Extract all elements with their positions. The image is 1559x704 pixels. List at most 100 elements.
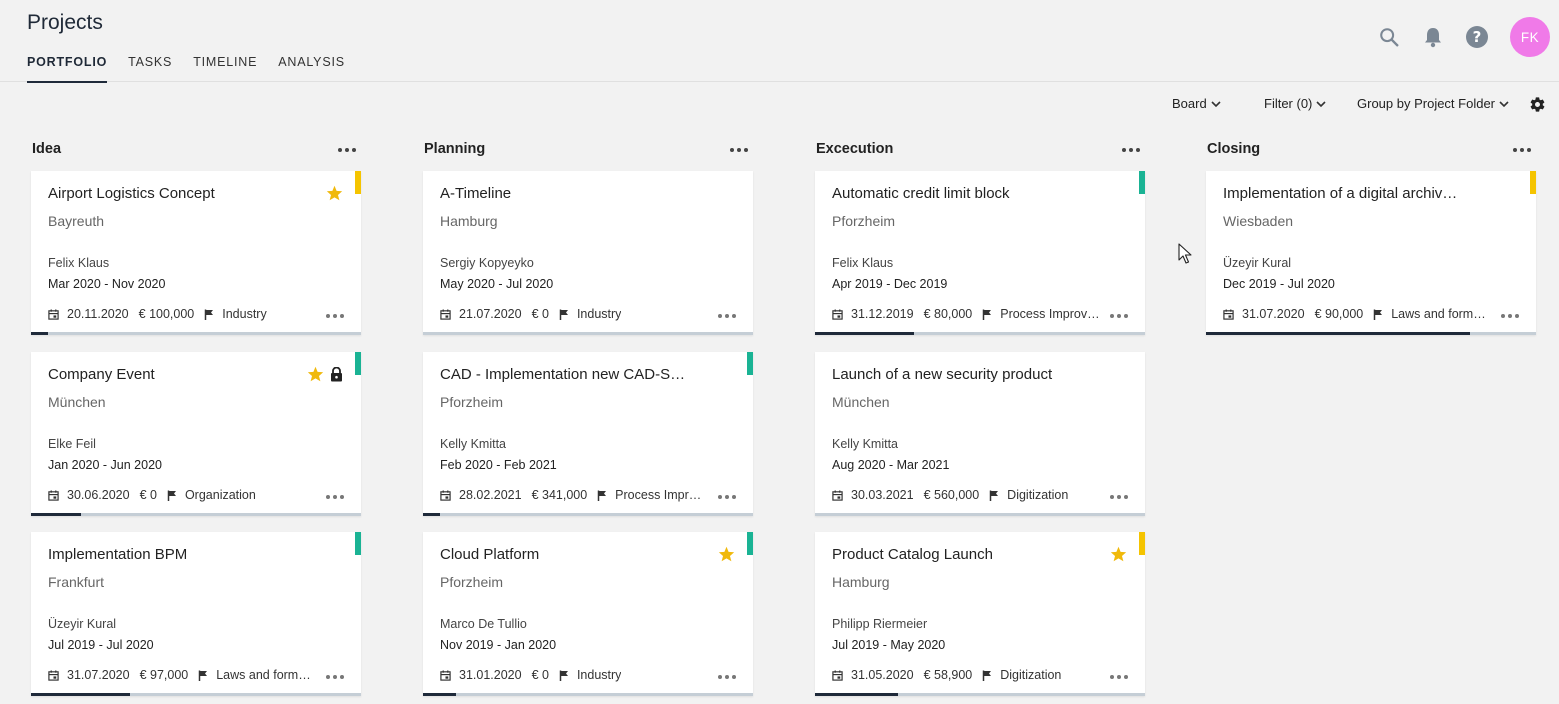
star-icon[interactable] [307, 366, 324, 387]
tab-tasks[interactable]: TASKS [128, 55, 173, 69]
more-icon[interactable] [323, 309, 347, 323]
category-label: Industry [222, 307, 267, 321]
due-date: 20.11.2020 [48, 307, 129, 321]
chevron-down-icon [1316, 96, 1326, 111]
progress-fill [31, 693, 130, 696]
budget-value: € 0 [139, 488, 157, 502]
budget-value: € 341,000 [531, 488, 588, 502]
card-period: Jan 2020 - Jun 2020 [48, 458, 162, 472]
more-icon[interactable] [1107, 490, 1131, 504]
flag-icon [559, 309, 573, 320]
card-manager: Sergiy Kopyeyko [440, 256, 534, 270]
card-meta: 31.01.2020 € 0 Industry [440, 668, 720, 682]
card-location: Bayreuth [48, 213, 105, 229]
project-card[interactable]: Company Event München Elke Feil Jan 2020 - … [31, 352, 361, 516]
column-header: Closing [1206, 138, 1536, 162]
project-card[interactable]: Automatic credit limit block Pforzheim Fel… [815, 171, 1145, 335]
card-meta: 31.12.2019 € 80,000 Process Improv… [832, 307, 1112, 321]
due-date: 31.07.2020 [1223, 307, 1305, 321]
card-title: Cloud Platform [440, 546, 540, 563]
more-icon[interactable] [715, 670, 739, 684]
category-tag: Digitization [982, 668, 1061, 682]
card-period: Jul 2019 - Jul 2020 [48, 638, 154, 652]
category-tag: Laws and form… [1373, 307, 1486, 321]
more-icon[interactable] [1498, 309, 1522, 323]
project-card[interactable]: A-Timeline Hamburg Sergiy Kopyeyko May 2020… [423, 171, 753, 335]
view-dropdown[interactable]: Board [1172, 96, 1221, 111]
more-icon[interactable] [715, 309, 739, 323]
more-icon[interactable] [1119, 140, 1143, 160]
svg-text:?: ? [1473, 28, 1482, 46]
project-card[interactable]: Product Catalog Launch Hamburg Philipp Rie… [815, 532, 1145, 696]
card-location: München [832, 394, 890, 410]
project-card[interactable]: Airport Logistics Concept Bayreuth Felix K… [31, 171, 361, 335]
star-icon[interactable] [326, 185, 343, 206]
category-tag: Process Improv… [982, 307, 1100, 321]
gear-icon[interactable] [1529, 96, 1546, 113]
more-icon[interactable] [335, 140, 359, 160]
card-manager: Elke Feil [48, 437, 96, 451]
more-icon[interactable] [323, 490, 347, 504]
bell-icon[interactable] [1413, 17, 1453, 57]
calendar-icon [832, 669, 847, 681]
filter-dropdown[interactable]: Filter (0) [1264, 96, 1326, 111]
budget-value: € 90,000 [1314, 307, 1364, 321]
project-card[interactable]: Launch of a new security product München K… [815, 352, 1145, 516]
help-icon[interactable]: ? [1457, 17, 1497, 57]
tab-timeline[interactable]: TIMELINE [193, 55, 258, 69]
category-label: Industry [576, 668, 622, 682]
view-label: Board [1172, 96, 1207, 111]
project-card[interactable]: CAD - Implementation new CAD-S… Pforzheim… [423, 352, 753, 516]
column-title: Excecution [816, 141, 894, 157]
due-date: 31.12.2019 [832, 307, 914, 321]
status-flag [355, 171, 361, 194]
card-period: Apr 2019 - Dec 2019 [832, 277, 948, 291]
flag-icon [167, 490, 181, 501]
search-icon[interactable] [1369, 17, 1409, 57]
project-card[interactable]: Implementation of a digital archiv… Wiesb… [1206, 171, 1536, 335]
flag-icon [204, 309, 218, 320]
due-date: 28.02.2021 [440, 488, 522, 502]
progress-bar [815, 332, 1145, 335]
column-title: Planning [424, 141, 486, 157]
category-tag: Process Impr… [597, 488, 701, 502]
card-title: A-Timeline [440, 185, 512, 202]
more-icon[interactable] [727, 140, 751, 160]
due-date-value: 31.01.2020 [459, 668, 522, 682]
progress-bar [31, 693, 361, 696]
category-label: Digitization [1000, 668, 1062, 682]
card-title: Airport Logistics Concept [48, 185, 215, 202]
card-period: Jul 2019 - May 2020 [832, 638, 946, 652]
status-flag [1139, 532, 1145, 555]
page-title: Projects [27, 11, 103, 34]
tab-portfolio[interactable]: PORTFOLIO [27, 54, 108, 83]
category-label: Digitization [1007, 488, 1069, 502]
tab-analysis[interactable]: ANALYSIS [278, 55, 345, 69]
more-icon[interactable] [715, 490, 739, 504]
star-icon[interactable] [718, 546, 735, 567]
card-meta: 31.07.2020 € 90,000 Laws and form… [1223, 307, 1503, 321]
calendar-icon [48, 489, 63, 501]
column-title: Idea [32, 141, 62, 157]
card-manager: Kelly Kmitta [832, 437, 898, 451]
project-card[interactable]: Cloud Platform Pforzheim Marco De Tullio No… [423, 532, 753, 696]
flag-icon [559, 670, 573, 681]
flag-icon [982, 309, 996, 320]
budget-value: € 100,000 [138, 307, 195, 321]
project-card[interactable]: Implementation BPM Frankfurt Üzeyir Kural J… [31, 532, 361, 696]
progress-fill [31, 513, 81, 516]
category-tag: Laws and form… [198, 668, 311, 682]
card-title: Product Catalog Launch [832, 546, 993, 563]
more-icon[interactable] [323, 670, 347, 684]
due-date: 30.06.2020 [48, 488, 130, 502]
more-icon[interactable] [1510, 140, 1534, 160]
avatar[interactable]: FK [1510, 17, 1550, 57]
group-by-dropdown[interactable]: Group by Project Folder [1357, 96, 1509, 111]
app-header: Projects PORTFOLIO TASKS TIMELINE ANALYS… [0, 0, 1559, 83]
more-icon[interactable] [1107, 309, 1131, 323]
card-icons [326, 185, 343, 206]
more-icon[interactable] [1107, 670, 1131, 684]
card-location: Hamburg [440, 213, 498, 229]
star-icon[interactable] [1110, 546, 1127, 567]
